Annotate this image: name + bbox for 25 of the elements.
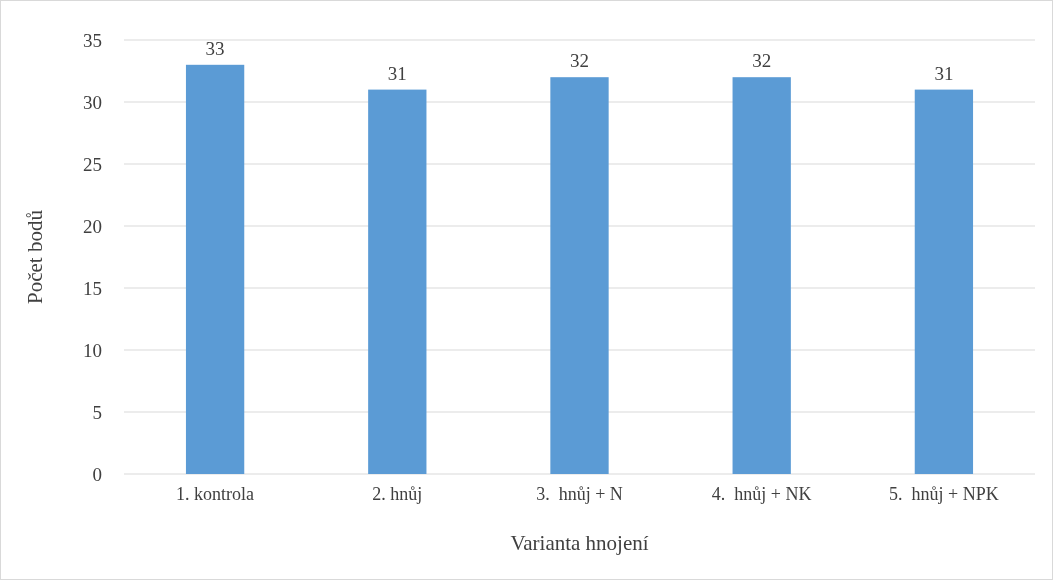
data-label: 31 <box>387 62 407 84</box>
data-label: 33 <box>205 37 225 59</box>
x-tick-label: 3. hnůj + N <box>536 483 623 504</box>
bar <box>732 77 791 474</box>
bar <box>550 77 609 474</box>
x-tick-label: 1. kontrola <box>176 483 255 504</box>
data-label: 32 <box>570 50 589 72</box>
x-tick-label: 4. hnůj + NK <box>711 483 812 504</box>
y-tick-label: 35 <box>83 29 102 51</box>
data-label: 31 <box>934 62 954 84</box>
x-tick-label: 5. hnůj + NPK <box>889 483 999 504</box>
y-axis-title: Počet bodů <box>23 209 47 304</box>
y-tick-label: 15 <box>83 277 102 299</box>
y-tick-label: 25 <box>83 153 102 175</box>
y-tick-label: 30 <box>83 91 102 113</box>
x-axis-title: Varianta hnojení <box>510 531 649 555</box>
x-tick-label: 2. hnůj <box>372 483 423 504</box>
y-tick-label: 20 <box>83 215 102 237</box>
data-label: 32 <box>752 50 772 72</box>
y-tick-label: 5 <box>92 401 102 423</box>
y-tick-label: 0 <box>92 463 102 485</box>
bar <box>914 89 974 474</box>
y-tick-label: 10 <box>83 339 102 361</box>
bar <box>368 89 427 474</box>
bar <box>185 64 245 474</box>
